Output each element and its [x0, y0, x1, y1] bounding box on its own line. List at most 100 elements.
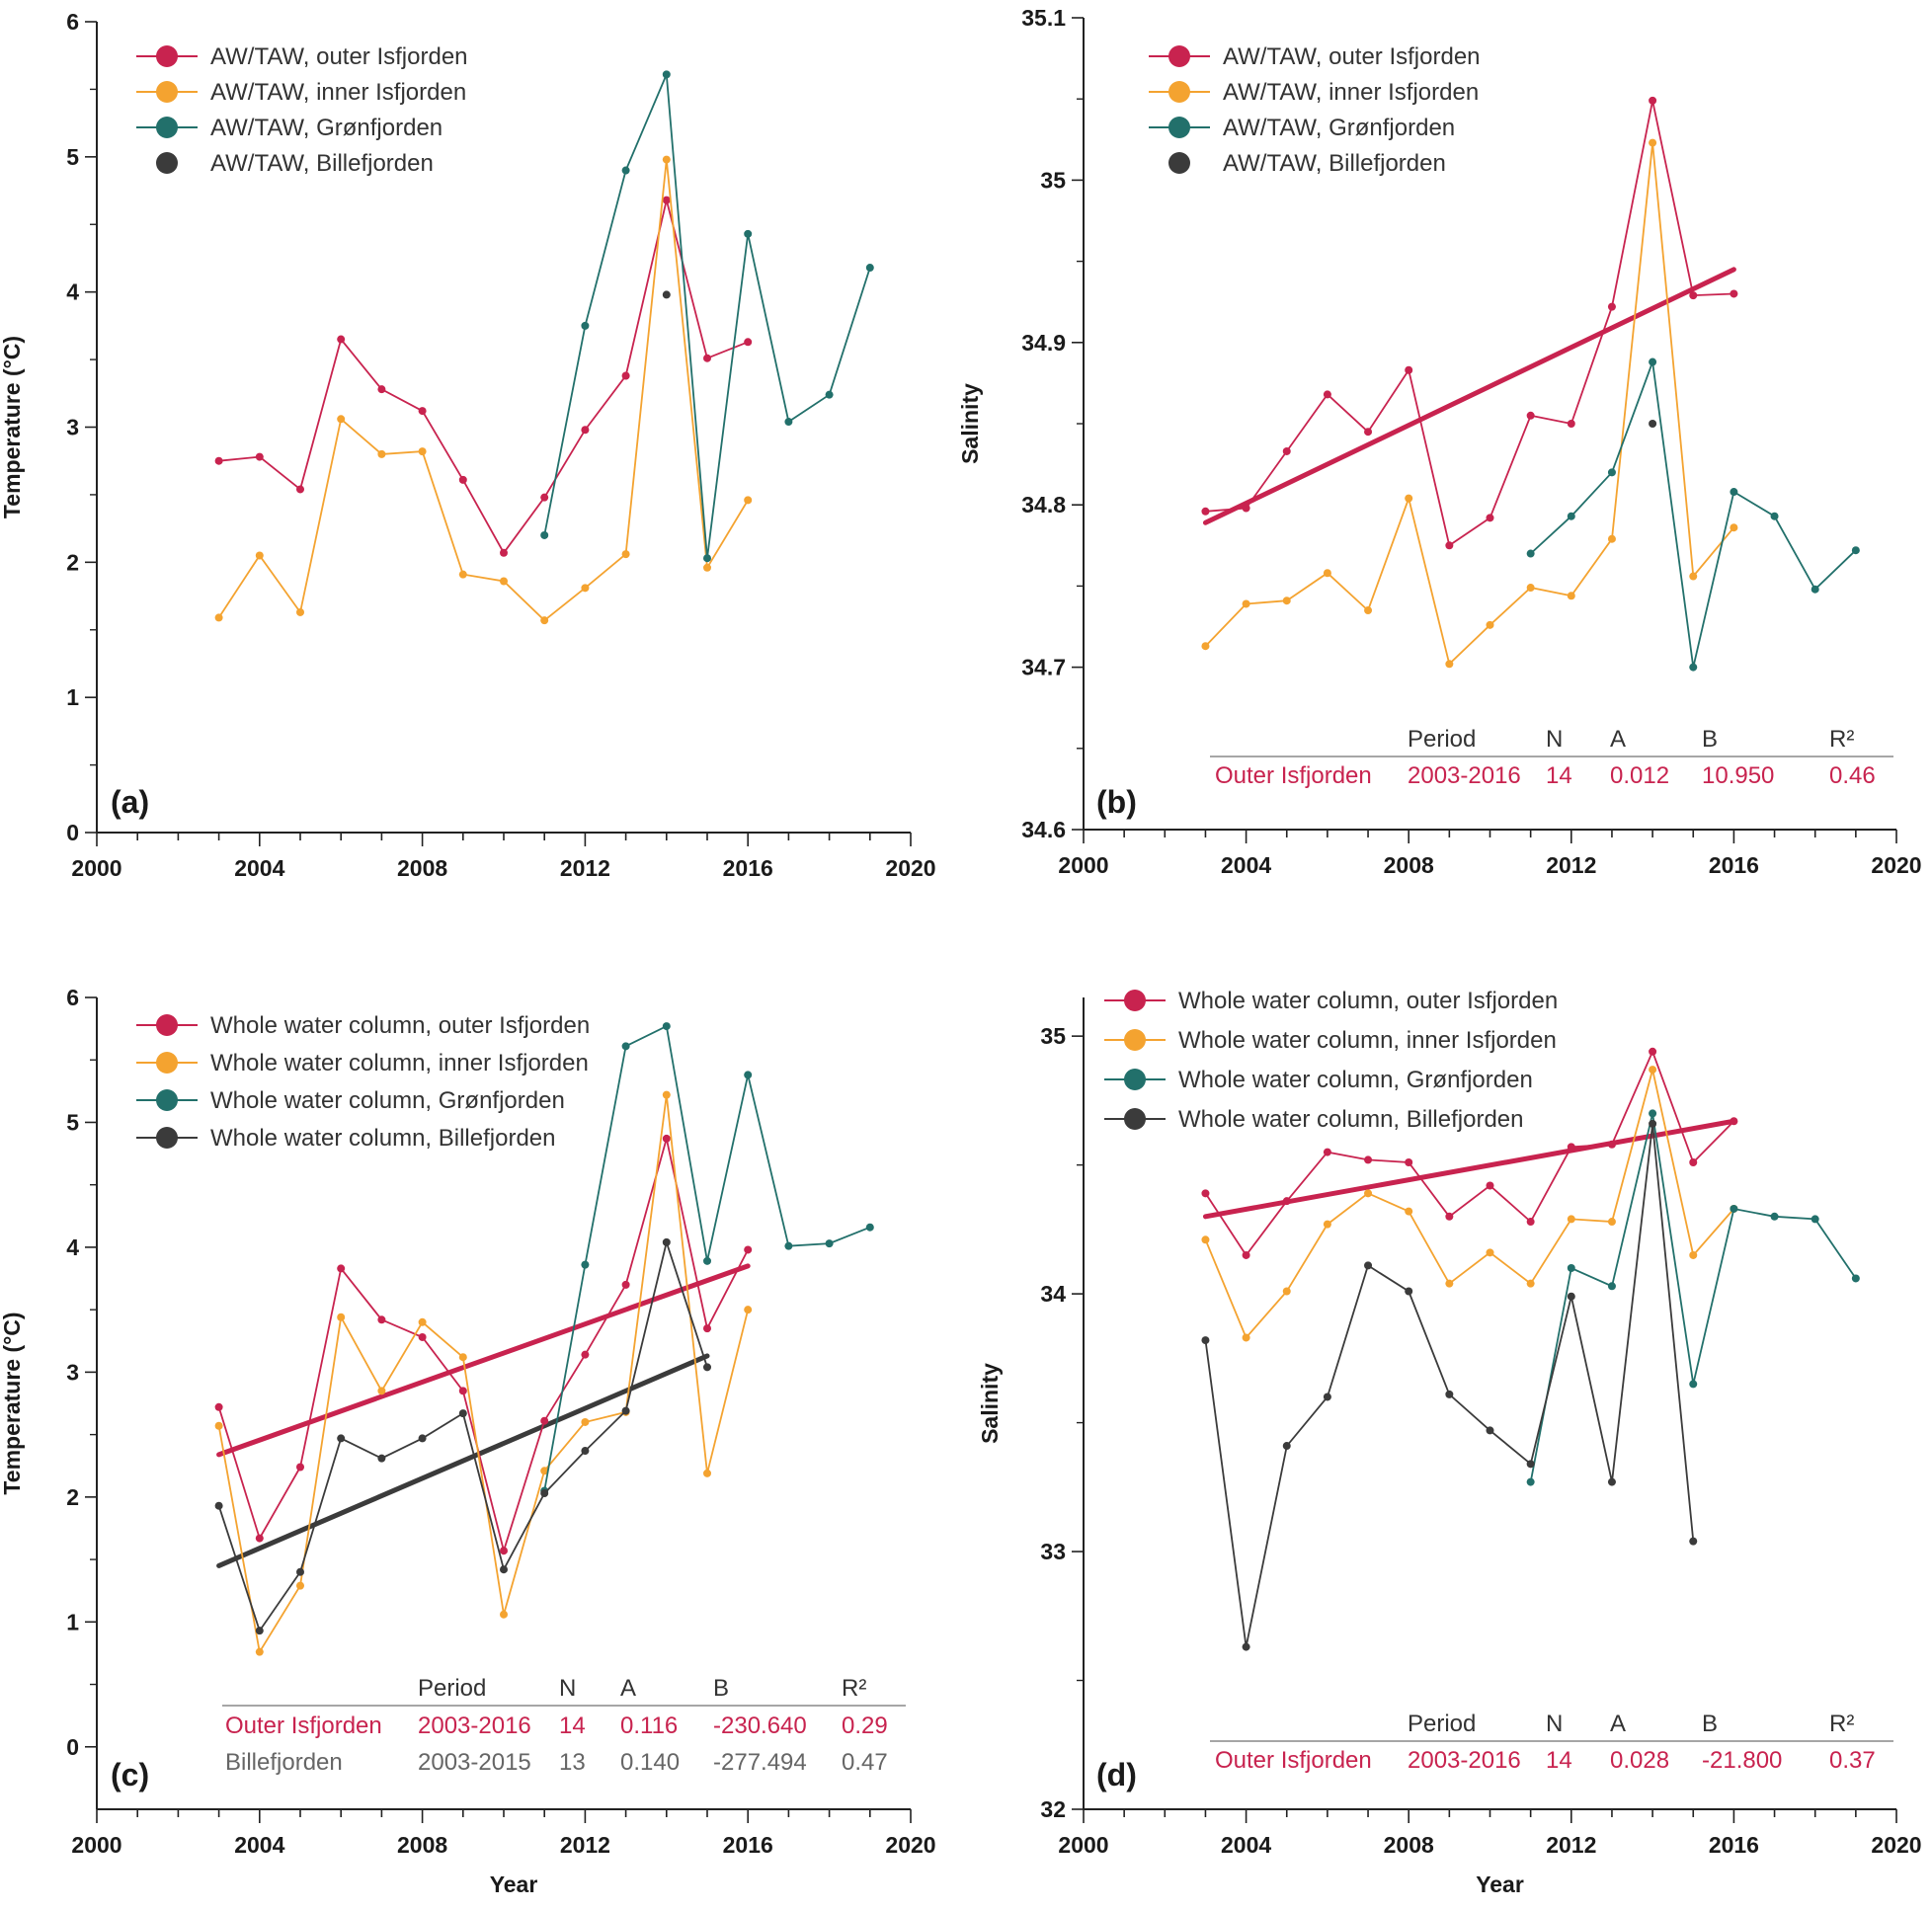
series-line-outer [1204, 1049, 1735, 1257]
data-point-inner [744, 496, 753, 505]
panel-c: 2000 2004 2008 2012 2016 2020 0 1 2 3 4 5 6 Temperatu… [0, 985, 936, 1897]
stats-cell-n: 14 [559, 1712, 586, 1739]
data-point-inner [1242, 1333, 1250, 1342]
data-point-gron [784, 418, 793, 427]
series-line-outer [217, 1138, 749, 1554]
data-point-inner [377, 449, 386, 458]
data-point-gron [703, 1256, 711, 1265]
data-point-gron [1649, 1109, 1657, 1118]
x-tick-label: 2008 [1384, 1832, 1434, 1858]
y-tick-label: 3 [66, 1359, 79, 1385]
x-tick-label: 2004 [1221, 852, 1271, 878]
legend-marker-gron [1168, 117, 1190, 138]
data-point-inner [377, 1387, 386, 1395]
x-tick-label: 2012 [1546, 1832, 1596, 1858]
stats-header: N [1546, 726, 1563, 753]
stats-cell-r2: 0.29 [842, 1712, 888, 1739]
y-tick-label: 34.9 [1021, 330, 1066, 356]
data-point-inner [458, 1353, 467, 1362]
data-point-gron [1607, 1282, 1616, 1291]
data-point-gron [1689, 1380, 1698, 1389]
data-point-outer [1323, 1148, 1331, 1156]
y-tick-label: 2 [66, 549, 79, 575]
x-tick-label: 2020 [885, 1832, 935, 1858]
stats-cell-b: -277.494 [713, 1749, 807, 1776]
data-point-bille [1364, 1261, 1373, 1270]
legend-marker-outer [1124, 990, 1146, 1011]
data-point-outer [1405, 365, 1413, 374]
data-point-inner [1689, 1250, 1698, 1259]
y-tick-label: 34.7 [1021, 655, 1066, 680]
legend-label: AW/TAW, Billefjorden [210, 150, 434, 177]
stats-header: Period [418, 1675, 486, 1702]
data-point-outer [377, 1315, 386, 1324]
data-point-inner [1323, 569, 1331, 578]
data-point-outer [1526, 411, 1535, 420]
data-point-outer [621, 371, 630, 380]
data-point-inner [255, 1647, 264, 1656]
y-tick-label: 33 [1040, 1539, 1066, 1564]
legend-label: Whole water column, inner Isfjorden [1178, 1027, 1557, 1054]
data-point-outer [1282, 446, 1291, 455]
series-line-gron [1530, 361, 1857, 668]
data-point-inner [255, 551, 264, 560]
x-tick-label: 2016 [1709, 852, 1759, 878]
data-point-gron [1526, 1477, 1535, 1486]
data-point-bille [1486, 1426, 1494, 1435]
y-tick-label: 32 [1040, 1796, 1066, 1822]
data-point-outer [255, 1534, 264, 1543]
data-point-inner [662, 1090, 671, 1099]
legend-marker-bille [1124, 1108, 1146, 1130]
stats-header: R² [1829, 1711, 1854, 1737]
stats-cell-b: 10.950 [1702, 762, 1774, 789]
data-point-outer [500, 1547, 508, 1555]
data-point-bille [214, 1501, 223, 1510]
y-tick-label: 5 [66, 144, 79, 170]
data-point-gron [825, 390, 834, 399]
data-point-inner [418, 447, 427, 456]
stats-header: A [1610, 726, 1626, 753]
data-point-inner [1282, 1287, 1291, 1296]
x-tick-label: 2004 [234, 1832, 284, 1858]
legend-marker-gron [156, 117, 178, 138]
data-point-outer [458, 1387, 467, 1395]
x-tick-label: 2012 [560, 855, 610, 881]
stats-cell-label: Billefjorden [225, 1749, 343, 1776]
y-tick-label: 0 [66, 1734, 79, 1760]
data-point-bille [1405, 1287, 1413, 1296]
stats-cell-n: 14 [1546, 762, 1572, 789]
data-point-inner [1689, 572, 1698, 581]
data-point-gron [1851, 546, 1860, 555]
data-point-bille [500, 1565, 508, 1574]
data-point-outer [1607, 1140, 1616, 1149]
stats-cell-r2: 0.46 [1829, 762, 1876, 789]
legend-label: Whole water column, outer Isfjorden [210, 1012, 590, 1039]
data-point-outer [744, 1245, 753, 1254]
data-point-outer [337, 335, 346, 344]
trend-line-bille [216, 1353, 710, 1568]
x-tick-label: 2008 [1384, 852, 1434, 878]
data-point-bille [540, 1489, 549, 1498]
data-point-gron [1730, 1204, 1738, 1213]
x-tick-label: 2020 [1871, 1832, 1921, 1858]
data-point-outer [296, 1463, 304, 1472]
y-tick-label: 35 [1040, 1023, 1066, 1049]
data-point-gron [662, 70, 671, 79]
data-point-inner [1567, 1215, 1575, 1224]
y-axis-label: Temperature (°C) [0, 1312, 25, 1494]
data-point-inner [1364, 1189, 1373, 1198]
data-point-outer [1689, 291, 1698, 300]
data-point-gron [1770, 1212, 1779, 1221]
y-axis-label: Salinity [977, 1363, 1003, 1444]
data-point-outer [1445, 1212, 1454, 1221]
stats-cell-a: 0.012 [1610, 762, 1669, 789]
data-point-gron [1649, 358, 1657, 366]
data-point-inner [214, 613, 223, 622]
trend-line-outer [1202, 267, 1736, 525]
data-point-outer [662, 196, 671, 204]
data-point-outer [540, 1416, 549, 1425]
data-point-inner [581, 1417, 590, 1426]
legend-marker-outer [156, 45, 178, 67]
series-line-inner [217, 159, 749, 622]
data-point-inner [540, 616, 549, 625]
